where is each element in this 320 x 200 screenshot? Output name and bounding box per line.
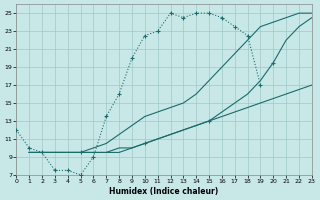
X-axis label: Humidex (Indice chaleur): Humidex (Indice chaleur) (109, 187, 219, 196)
